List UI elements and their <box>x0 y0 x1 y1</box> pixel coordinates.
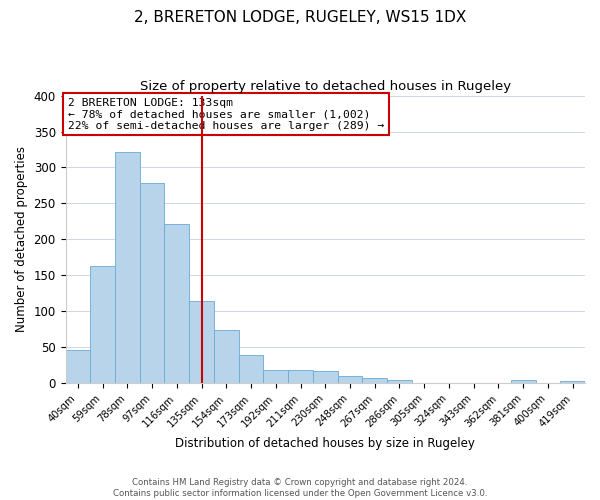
Bar <box>90 266 115 384</box>
Text: 2 BRERETON LODGE: 133sqm
← 78% of detached houses are smaller (1,002)
22% of sem: 2 BRERETON LODGE: 133sqm ← 78% of detach… <box>68 98 384 131</box>
Bar <box>164 224 189 384</box>
Bar <box>313 371 338 384</box>
Bar <box>239 356 263 384</box>
Bar <box>115 152 140 384</box>
Bar <box>362 378 387 384</box>
Bar <box>65 350 90 384</box>
Bar <box>387 380 412 384</box>
Bar <box>511 380 536 384</box>
Bar <box>263 370 288 384</box>
Y-axis label: Number of detached properties: Number of detached properties <box>15 146 28 332</box>
Text: Contains HM Land Registry data © Crown copyright and database right 2024.
Contai: Contains HM Land Registry data © Crown c… <box>113 478 487 498</box>
Bar <box>560 381 585 384</box>
Title: Size of property relative to detached houses in Rugeley: Size of property relative to detached ho… <box>140 80 511 93</box>
Bar <box>140 184 164 384</box>
Bar <box>214 330 239 384</box>
X-axis label: Distribution of detached houses by size in Rugeley: Distribution of detached houses by size … <box>175 437 475 450</box>
Bar <box>288 370 313 384</box>
Bar <box>189 302 214 384</box>
Text: 2, BRERETON LODGE, RUGELEY, WS15 1DX: 2, BRERETON LODGE, RUGELEY, WS15 1DX <box>134 10 466 25</box>
Bar <box>338 376 362 384</box>
